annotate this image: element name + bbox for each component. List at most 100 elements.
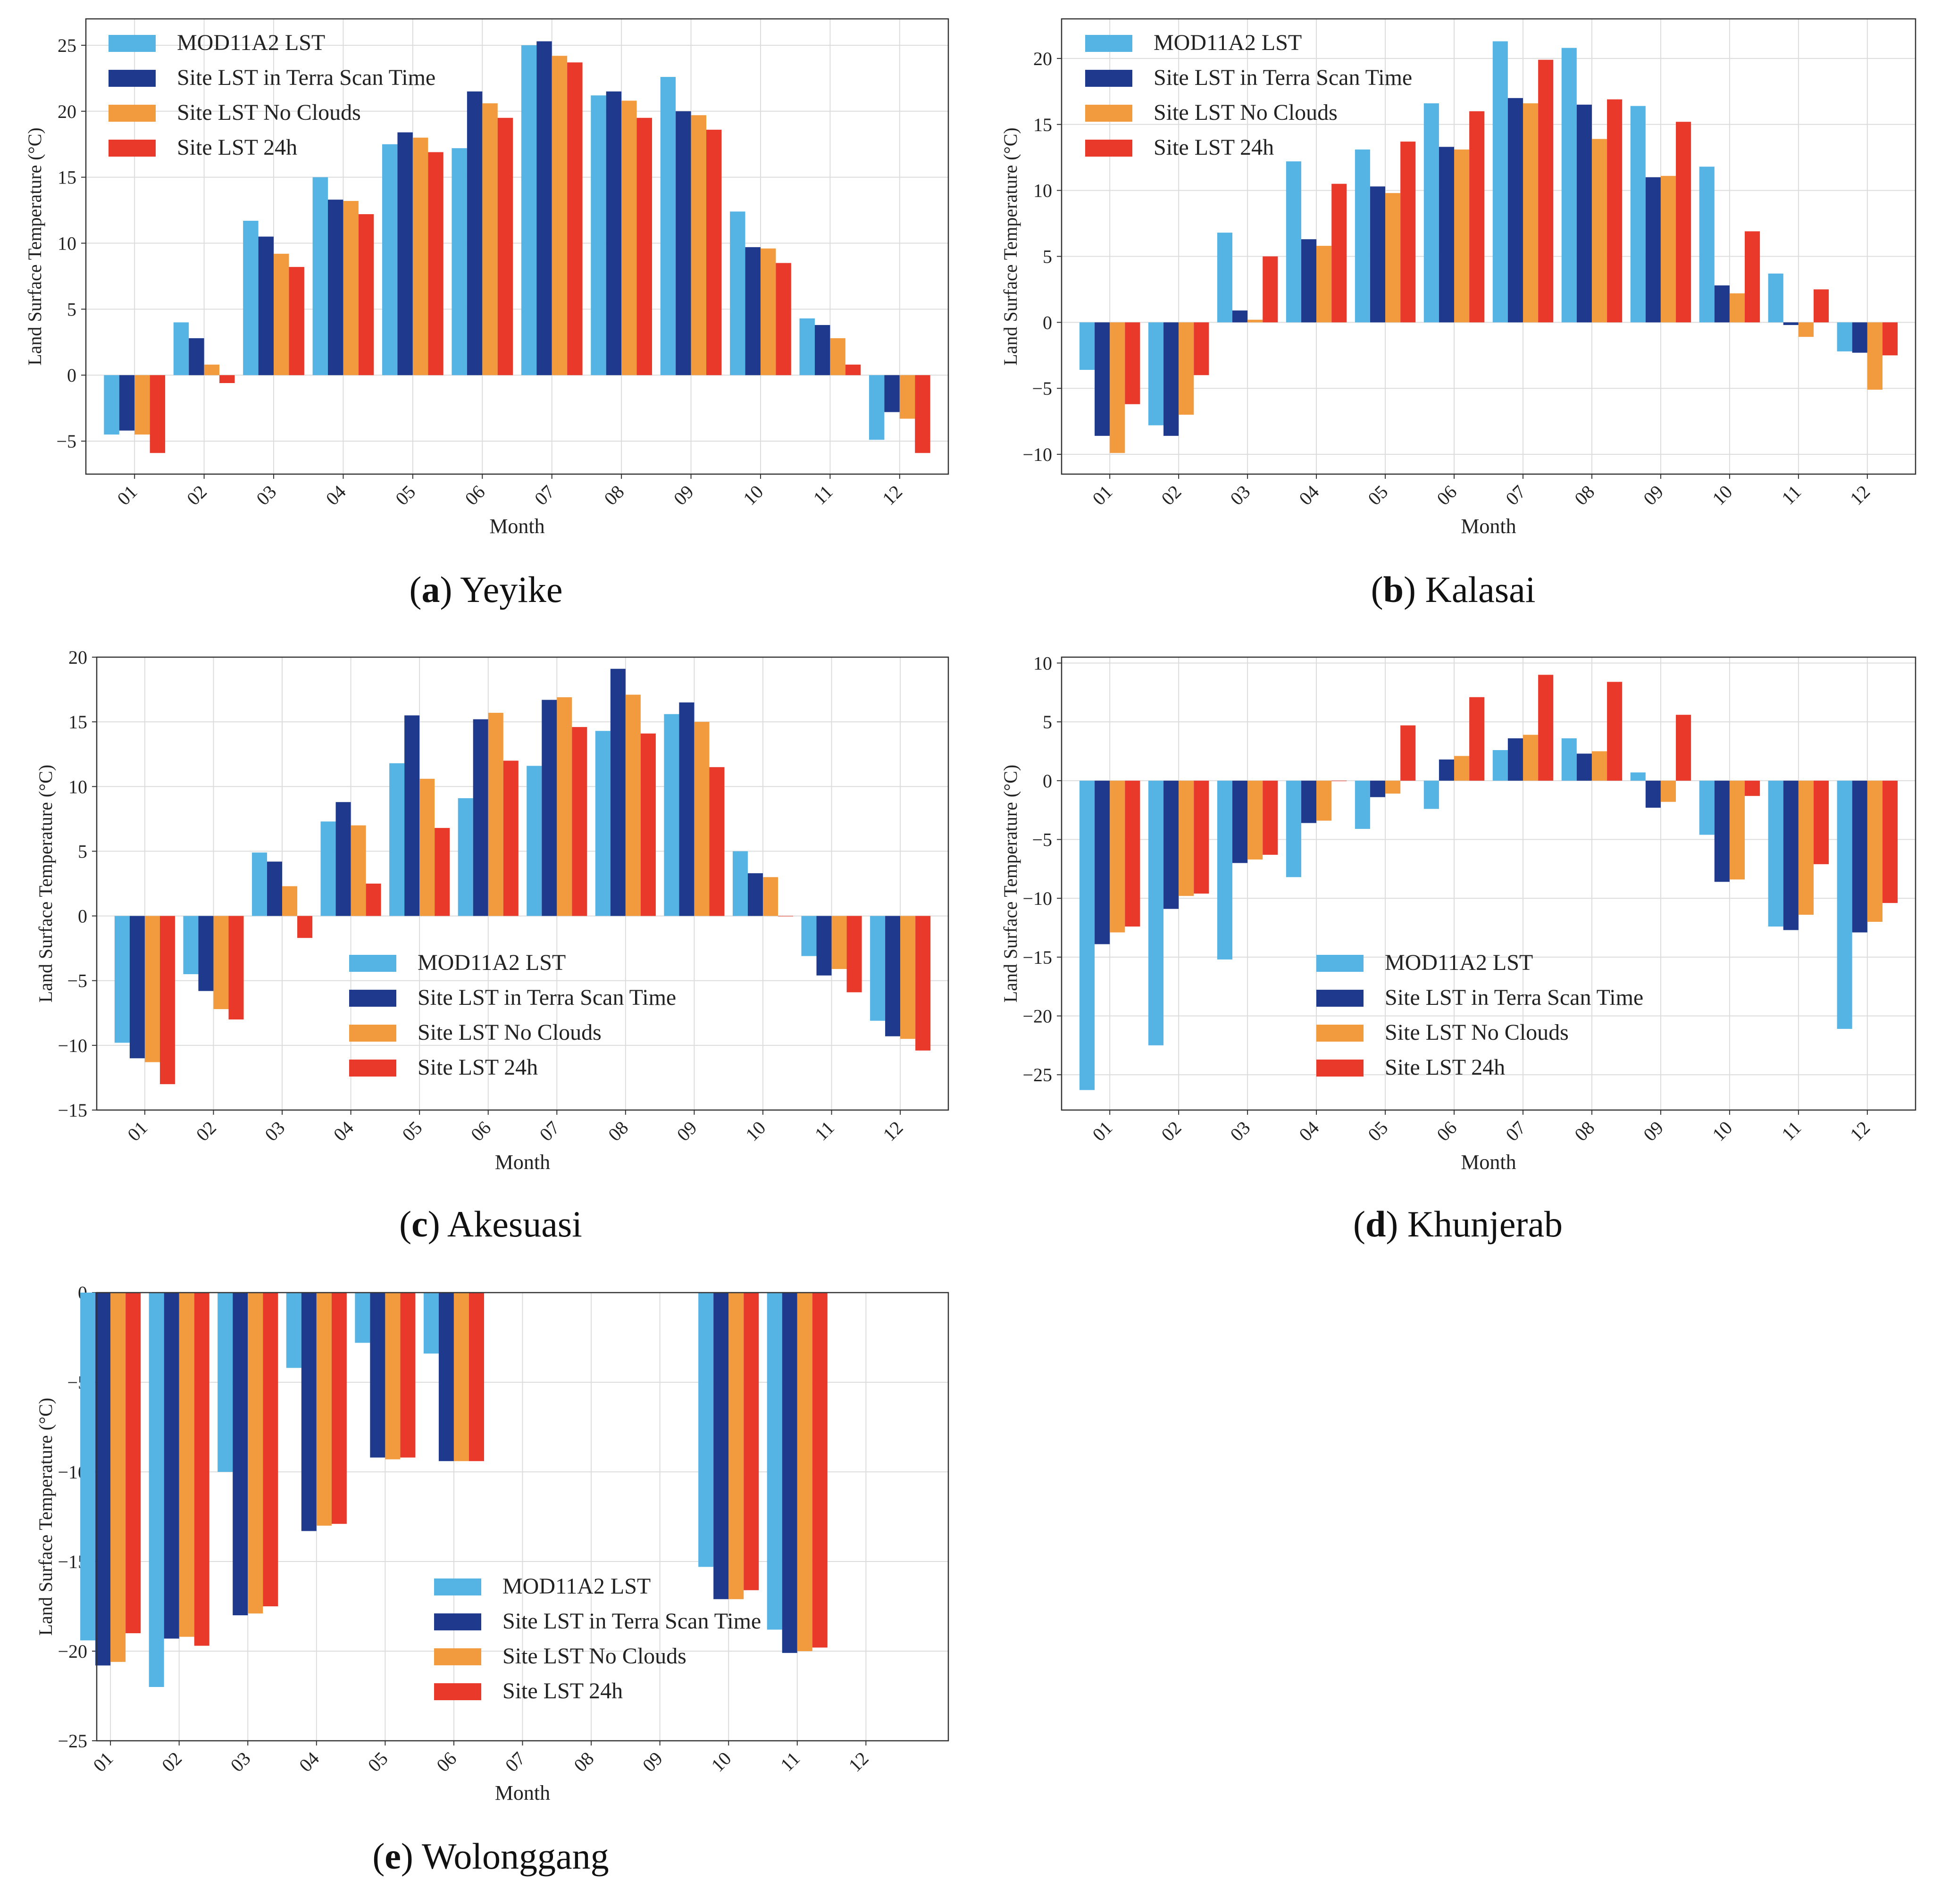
bar xyxy=(728,1293,744,1599)
bar xyxy=(1079,322,1095,370)
bar xyxy=(1591,139,1607,323)
bar xyxy=(1699,780,1715,835)
axes-frame xyxy=(1061,18,1916,475)
legend-label: Site LST 24h xyxy=(177,135,297,160)
bar xyxy=(812,1293,828,1648)
bar xyxy=(80,1293,96,1641)
bar xyxy=(144,916,160,1062)
bar xyxy=(258,236,274,376)
caption-c: (c) Akesuasi xyxy=(399,1203,582,1244)
bar xyxy=(1179,780,1194,896)
bar xyxy=(1095,780,1110,944)
xtick-label: 11 xyxy=(776,1748,804,1776)
x-axis-label: Month xyxy=(489,515,544,538)
bar xyxy=(149,1293,164,1687)
caption-e: (e) Wolonggang xyxy=(372,1836,609,1877)
x-axis-label: Month xyxy=(495,1781,550,1804)
bar xyxy=(1867,780,1883,922)
bar xyxy=(126,1293,141,1633)
bar xyxy=(1798,780,1814,915)
ytick-label: −5 xyxy=(67,970,87,992)
bar xyxy=(1179,322,1194,415)
xtick-label: 07 xyxy=(501,1748,529,1776)
ytick-label: −15 xyxy=(58,1100,87,1121)
bar xyxy=(458,798,473,916)
xtick-label: 02 xyxy=(183,481,211,509)
ytick-label: 15 xyxy=(1033,114,1052,135)
ytick-label: 0 xyxy=(1043,312,1052,333)
legend-label: Site LST in Terra Scan Time xyxy=(1385,985,1643,1010)
bar xyxy=(1676,122,1691,323)
xtick-label: 04 xyxy=(329,1117,358,1145)
bar xyxy=(1745,780,1760,796)
legend-swatch xyxy=(349,990,396,1007)
bar xyxy=(382,144,398,376)
bar xyxy=(1286,161,1301,323)
legend-label: Site LST in Terra Scan Time xyxy=(502,1609,761,1634)
bar xyxy=(358,214,374,376)
bar xyxy=(343,201,359,376)
bar xyxy=(679,702,695,916)
xtick-label: 06 xyxy=(461,481,489,509)
bar xyxy=(400,1293,416,1458)
bar xyxy=(366,884,381,916)
ytick-label: 0 xyxy=(1043,770,1052,792)
bar xyxy=(1163,322,1179,436)
bar xyxy=(732,851,748,916)
bar xyxy=(744,1293,759,1590)
legend-label: Site LST in Terra Scan Time xyxy=(177,65,435,90)
y-axis-label: Land Surface Temperature (°C) xyxy=(1000,127,1021,365)
bar xyxy=(1355,780,1370,829)
ytick-label: 5 xyxy=(67,299,76,320)
axes-frame xyxy=(96,656,949,1111)
bar xyxy=(542,700,557,916)
legend-swatch xyxy=(1316,955,1364,972)
bar xyxy=(150,375,166,453)
bar xyxy=(219,375,235,383)
bar xyxy=(1676,715,1691,781)
bar xyxy=(1630,106,1646,323)
legend-swatch xyxy=(434,1578,481,1595)
bar xyxy=(488,712,503,916)
bar xyxy=(1316,780,1332,821)
bar xyxy=(778,916,794,917)
xtick-label: 04 xyxy=(1295,1117,1323,1145)
bar xyxy=(552,56,568,376)
bar xyxy=(1355,149,1370,323)
bar xyxy=(289,267,304,376)
bar xyxy=(233,1293,248,1615)
bar xyxy=(228,916,244,1019)
bar xyxy=(438,1293,454,1461)
xtick-label: 09 xyxy=(1639,481,1667,509)
bar xyxy=(870,916,886,1021)
bar xyxy=(1163,780,1179,909)
xtick-label: 05 xyxy=(391,481,419,509)
bar xyxy=(676,111,691,376)
xtick-label: 02 xyxy=(192,1117,220,1145)
xtick-label: 12 xyxy=(879,1117,907,1145)
bar xyxy=(1095,322,1110,436)
bar xyxy=(1630,772,1646,781)
bar xyxy=(1194,780,1209,894)
xtick-label: 11 xyxy=(811,1117,838,1145)
legend-swatch xyxy=(434,1683,481,1700)
bar xyxy=(473,719,488,916)
bar xyxy=(1714,285,1730,323)
bar xyxy=(129,916,145,1059)
legend-label: MOD11A2 LST xyxy=(418,950,566,975)
bar xyxy=(747,873,763,916)
bar xyxy=(1729,293,1745,323)
bar xyxy=(164,1293,179,1639)
xtick-label: 01 xyxy=(123,1117,151,1145)
legend-swatch xyxy=(434,1613,481,1630)
ytick-label: −20 xyxy=(1022,1006,1052,1027)
bar xyxy=(497,117,513,376)
legend-label: Site LST No Clouds xyxy=(1385,1020,1569,1045)
xtick-label: 03 xyxy=(260,1117,289,1145)
bar xyxy=(428,152,444,376)
bar xyxy=(467,91,483,376)
xtick-label: 09 xyxy=(669,481,698,509)
bar xyxy=(1316,246,1332,323)
bar xyxy=(606,91,622,376)
